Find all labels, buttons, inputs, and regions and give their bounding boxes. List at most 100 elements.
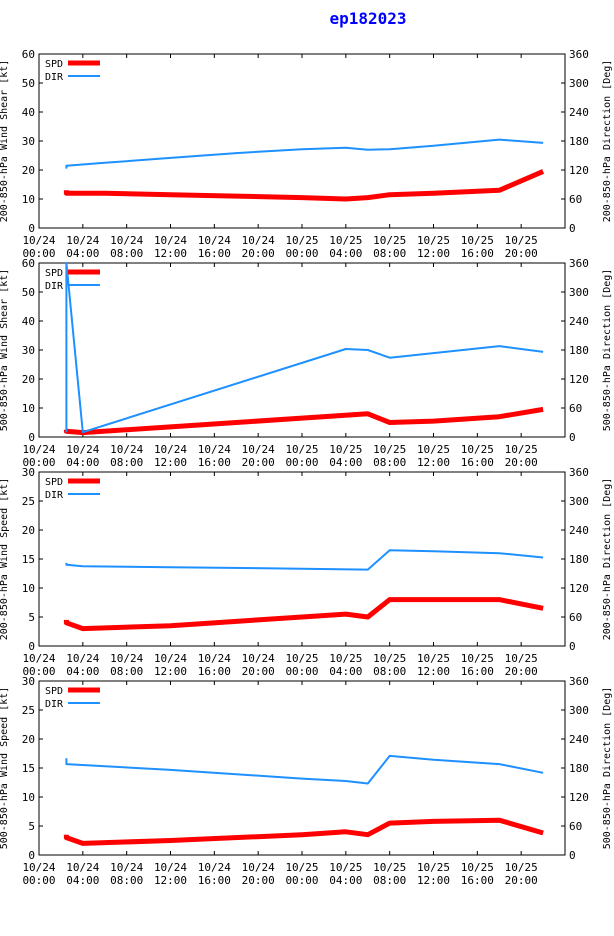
y2-tick-label: 180 (569, 762, 589, 775)
y2-tick-label: 240 (569, 315, 589, 328)
y-tick-label: 0 (28, 222, 35, 235)
x-tick-label-date: 10/25 (373, 443, 406, 456)
x-tick-label-time: 04:00 (66, 665, 99, 678)
series-line-spd (63, 406, 544, 436)
x-tick-label-time: 12:00 (154, 874, 187, 887)
y-tick-label: 15 (22, 762, 35, 775)
x-tick-label-date: 10/25 (461, 234, 494, 247)
x-tick-label-date: 10/24 (242, 652, 275, 665)
x-tick-label-date: 10/25 (285, 861, 318, 874)
x-tick-label-date: 10/24 (154, 443, 187, 456)
chart-panel-2: 10/2400:0010/2404:0010/2408:0010/2412:00… (0, 257, 613, 469)
x-tick-label-time: 12:00 (417, 665, 450, 678)
y2-tick-label: 360 (569, 675, 589, 688)
x-tick-label-time: 16:00 (461, 456, 494, 469)
x-tick-label-time: 04:00 (329, 665, 362, 678)
x-tick-label-date: 10/25 (505, 234, 538, 247)
series-line-spd (63, 597, 544, 632)
series-line-dir (65, 549, 544, 571)
x-tick-label-date: 10/25 (461, 861, 494, 874)
x-tick-label-time: 08:00 (110, 456, 143, 469)
x-tick-label-date: 10/25 (285, 443, 318, 456)
y2-tick-label: 60 (569, 193, 582, 206)
y2-tick-label: 360 (569, 48, 589, 61)
x-tick-label-date: 10/25 (373, 234, 406, 247)
x-tick-label-date: 10/25 (373, 652, 406, 665)
x-tick-label-time: 20:00 (242, 247, 275, 260)
x-tick-label-time: 00:00 (285, 456, 318, 469)
y2-tick-label: 180 (569, 553, 589, 566)
y2-tick-label: 180 (569, 135, 589, 148)
y2-tick-label: 120 (569, 791, 589, 804)
x-tick-label-date: 10/24 (198, 652, 231, 665)
x-tick-label-date: 10/25 (505, 443, 538, 456)
x-tick-label-time: 12:00 (417, 247, 450, 260)
x-tick-label-date: 10/24 (110, 234, 143, 247)
y2-tick-label: 120 (569, 373, 589, 386)
x-tick-label-time: 20:00 (242, 874, 275, 887)
y-tick-label: 10 (22, 402, 35, 415)
x-tick-label-date: 10/24 (22, 443, 55, 456)
y2-tick-label: 0 (569, 222, 576, 235)
x-tick-label-time: 16:00 (198, 665, 231, 678)
y2-axis-label: 500-850-hPa Direction [Deg] (602, 687, 613, 850)
y-tick-label: 25 (22, 704, 35, 717)
y-tick-label: 50 (22, 286, 35, 299)
y-tick-label: 30 (22, 466, 35, 479)
y-tick-label: 0 (28, 849, 35, 862)
x-tick-label-date: 10/24 (198, 443, 231, 456)
chart-panel-3: 10/2400:0010/2404:0010/2408:0010/2412:00… (0, 466, 613, 678)
x-tick-label-time: 04:00 (329, 456, 362, 469)
x-tick-label-date: 10/24 (110, 861, 143, 874)
y2-axis-label: 500-850-hPa Direction [Deg] (602, 269, 613, 432)
x-tick-label-date: 10/24 (198, 861, 231, 874)
x-tick-label-time: 00:00 (22, 456, 55, 469)
series-line-dir (65, 138, 544, 169)
y2-tick-label: 360 (569, 466, 589, 479)
plot-frame (38, 471, 566, 647)
x-tick-label-date: 10/24 (110, 443, 143, 456)
y-tick-label: 20 (22, 733, 35, 746)
y-tick-label: 50 (22, 77, 35, 90)
series-line-spd (63, 817, 544, 846)
x-tick-label-time: 12:00 (154, 665, 187, 678)
y2-axis-label: 200-850-hPa Direction [Deg] (602, 478, 613, 641)
legend-label-dir: DIR (45, 281, 64, 292)
x-tick-label-date: 10/25 (329, 861, 362, 874)
x-tick-label-time: 12:00 (417, 874, 450, 887)
y-tick-label: 0 (28, 431, 35, 444)
x-tick-label-date: 10/24 (22, 652, 55, 665)
x-tick-label-date: 10/25 (285, 652, 318, 665)
y2-tick-label: 360 (569, 257, 589, 270)
y-tick-label: 10 (22, 582, 35, 595)
y2-tick-label: 60 (569, 611, 582, 624)
x-tick-label-time: 20:00 (505, 874, 538, 887)
legend-label-spd: SPD (45, 477, 63, 488)
x-tick-label-date: 10/25 (417, 861, 450, 874)
panels: 10/2400:0010/2404:0010/2408:0010/2412:00… (0, 48, 613, 887)
y-axis-label: 200-850-hPa Wind Speed [kt] (0, 478, 10, 641)
x-tick-label-date: 10/24 (110, 652, 143, 665)
x-tick-label-time: 20:00 (242, 456, 275, 469)
y2-tick-label: 240 (569, 106, 589, 119)
x-tick-label-date: 10/24 (66, 234, 99, 247)
y-tick-label: 10 (22, 791, 35, 804)
x-tick-label-date: 10/24 (22, 861, 55, 874)
plot-frame (38, 680, 566, 856)
legend-label-dir: DIR (45, 490, 64, 501)
y-tick-label: 20 (22, 164, 35, 177)
x-tick-label-date: 10/24 (66, 861, 99, 874)
x-tick-label-time: 08:00 (110, 874, 143, 887)
x-tick-label-time: 00:00 (285, 665, 318, 678)
x-tick-label-time: 12:00 (154, 456, 187, 469)
x-tick-label-time: 16:00 (461, 665, 494, 678)
x-tick-label-time: 20:00 (505, 247, 538, 260)
x-tick-label-date: 10/25 (417, 652, 450, 665)
x-tick-label-time: 16:00 (461, 247, 494, 260)
x-tick-label-date: 10/25 (505, 861, 538, 874)
series-line-dir (65, 754, 544, 785)
y2-tick-label: 300 (569, 77, 589, 90)
y2-tick-label: 120 (569, 164, 589, 177)
legend-label-spd: SPD (45, 268, 63, 279)
y-tick-label: 10 (22, 193, 35, 206)
